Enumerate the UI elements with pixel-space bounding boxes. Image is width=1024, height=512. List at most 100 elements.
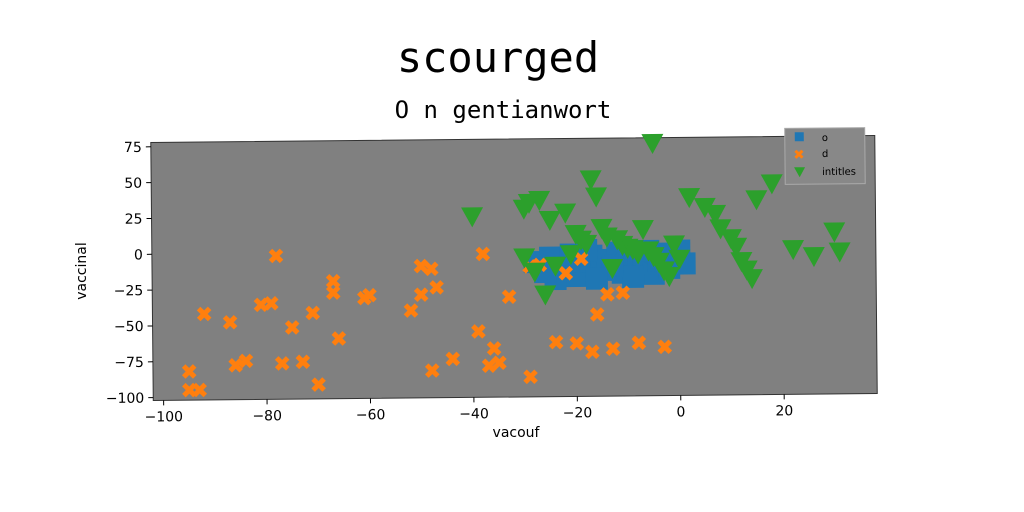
point-d-12 bbox=[295, 354, 311, 370]
point-intitles-30 bbox=[709, 219, 732, 240]
legend: o d intitles bbox=[784, 127, 866, 185]
point-intitles-19 bbox=[631, 219, 654, 241]
legend-marker-intitles bbox=[794, 167, 806, 178]
point-intitles-43 bbox=[534, 285, 557, 306]
point-d-40 bbox=[600, 287, 615, 302]
point-intitles-26 bbox=[668, 249, 691, 270]
point-intitles-28 bbox=[693, 197, 716, 218]
legend-marker-d bbox=[794, 149, 804, 159]
point-o-26 bbox=[585, 267, 608, 290]
point-intitles-36 bbox=[745, 190, 768, 211]
point-intitles-37 bbox=[760, 174, 783, 195]
x-tick-label-0: −100 bbox=[144, 409, 183, 425]
point-d-22 bbox=[413, 287, 429, 302]
point-intitles-41 bbox=[828, 242, 851, 263]
point-d-42 bbox=[615, 285, 631, 301]
point-intitles-4 bbox=[528, 190, 551, 211]
point-intitles-29 bbox=[704, 204, 727, 226]
chart-title: scourged bbox=[397, 33, 599, 82]
point-d-45 bbox=[558, 265, 574, 281]
point-d-37 bbox=[569, 336, 585, 351]
point-d-9 bbox=[268, 248, 284, 264]
point-d-3 bbox=[196, 306, 212, 322]
point-d-32 bbox=[501, 289, 517, 305]
point-d-29 bbox=[481, 358, 497, 374]
y-tick-label-2: −50 bbox=[114, 319, 144, 335]
point-intitles-42 bbox=[523, 262, 546, 283]
point-d-27 bbox=[471, 324, 486, 339]
point-intitles-1 bbox=[461, 207, 484, 228]
x-tick-label-5: 0 bbox=[676, 404, 685, 420]
y-tick-label-5: 25 bbox=[125, 212, 143, 228]
point-intitles-35 bbox=[740, 269, 763, 290]
point-d-36 bbox=[548, 334, 564, 350]
y-tick-label-4: 0 bbox=[134, 247, 143, 263]
point-intitles-46 bbox=[601, 258, 624, 280]
point-d-44 bbox=[657, 339, 673, 355]
legend-label-d: d bbox=[822, 149, 828, 160]
x-tick-label-6: 20 bbox=[775, 403, 793, 419]
x-tick-label-4: −20 bbox=[563, 405, 593, 421]
point-d-41 bbox=[605, 341, 621, 357]
point-d-46 bbox=[573, 251, 589, 267]
point-o-24 bbox=[621, 265, 645, 288]
y-axis: −100 −75 −50 −25 0 25 50 75 bbox=[106, 140, 154, 407]
y-tick-label-6: 50 bbox=[124, 176, 142, 192]
legend-box bbox=[784, 127, 866, 185]
y-tick-label-3: −25 bbox=[114, 283, 144, 299]
point-intitles-39 bbox=[802, 246, 825, 268]
plot-group: −100 −80 −60 −40 −20 0 20 −100 −75 −50 −25 0 25 50 75… bbox=[106, 127, 878, 426]
point-d-17 bbox=[331, 331, 347, 346]
point-d-24 bbox=[424, 363, 440, 378]
point-d-8 bbox=[263, 295, 279, 311]
point-d-10 bbox=[274, 356, 290, 371]
x-tick-label-2: −60 bbox=[356, 407, 386, 423]
point-intitles-11 bbox=[584, 187, 607, 208]
point-intitles-40 bbox=[823, 222, 846, 243]
y-tick-label-7: 75 bbox=[124, 140, 142, 156]
y-axis-label: vaccinal bbox=[74, 242, 90, 300]
x-tick-label-3: −40 bbox=[459, 406, 489, 422]
point-d-28 bbox=[475, 246, 491, 262]
point-intitles-6 bbox=[554, 203, 577, 224]
point-intitles-47 bbox=[513, 248, 536, 269]
point-d-13 bbox=[305, 305, 321, 321]
legend-label-o: o bbox=[822, 133, 828, 144]
point-intitles-27 bbox=[678, 187, 701, 209]
point-intitles-38 bbox=[782, 240, 805, 261]
point-d-23 bbox=[423, 261, 439, 277]
point-d-31 bbox=[492, 355, 507, 371]
point-d-2 bbox=[192, 382, 208, 398]
legend-label-intitles: intitles bbox=[822, 167, 856, 178]
y-tick-label-0: −100 bbox=[106, 391, 145, 407]
point-d-14 bbox=[311, 377, 326, 392]
x-axis-label: vacouf bbox=[493, 425, 541, 441]
chart-subtitle: O n gentianwort bbox=[395, 96, 612, 124]
point-intitles-24 bbox=[658, 267, 681, 288]
x-axis: −100 −80 −60 −40 −20 0 20 bbox=[144, 394, 793, 426]
point-d-38 bbox=[585, 344, 600, 360]
point-d-11 bbox=[284, 320, 300, 335]
point-d-43 bbox=[631, 335, 647, 351]
point-d-34 bbox=[523, 369, 538, 385]
point-d-5 bbox=[228, 357, 243, 373]
point-d-30 bbox=[486, 341, 502, 356]
point-d-7 bbox=[253, 297, 269, 313]
point-d-39 bbox=[589, 307, 605, 322]
data-marks bbox=[181, 133, 851, 398]
point-d-0 bbox=[181, 364, 197, 379]
point-d-6 bbox=[238, 353, 254, 369]
point-intitles-0 bbox=[641, 133, 664, 154]
point-d-15 bbox=[325, 273, 341, 289]
point-d-20 bbox=[403, 303, 419, 318]
point-d-4 bbox=[222, 315, 238, 330]
point-intitles-10 bbox=[579, 170, 602, 191]
point-d-25 bbox=[429, 280, 444, 295]
point-intitles-5 bbox=[538, 210, 561, 231]
point-d-16 bbox=[325, 285, 341, 300]
point-d-26 bbox=[445, 351, 461, 367]
point-d-21 bbox=[413, 258, 429, 274]
legend-marker-o bbox=[794, 132, 804, 142]
